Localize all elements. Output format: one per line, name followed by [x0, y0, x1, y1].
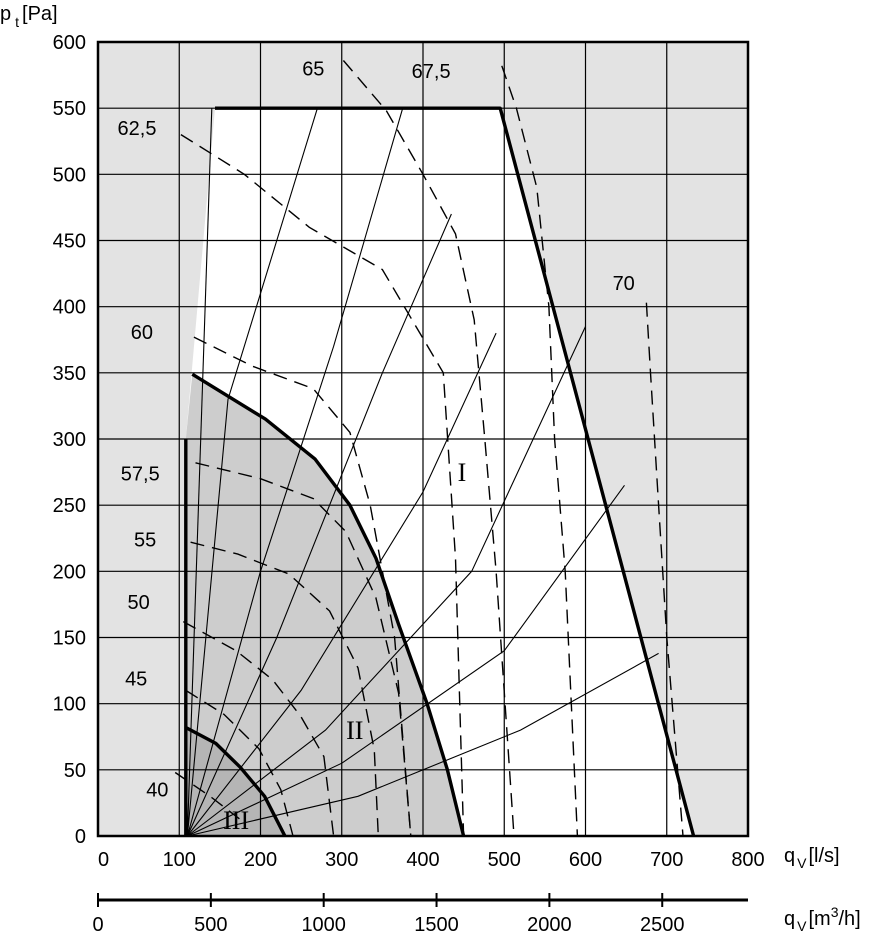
system-curve-sc1: [186, 108, 213, 837]
region-label-i: I: [458, 458, 467, 487]
x-tick-label: 100: [163, 849, 196, 871]
y-tick-label: 350: [53, 363, 86, 385]
y-tick-label: 450: [53, 231, 86, 253]
efficiency-curve-67-5: [501, 65, 579, 837]
y-tick-label: 100: [53, 694, 86, 716]
efficiency-curve-40: [174, 771, 240, 820]
y-tick-label: 550: [53, 98, 86, 120]
system-curve-sc4: [186, 213, 452, 837]
efficiency-label: 62,5: [118, 118, 157, 140]
x2-tick-label: 500: [194, 914, 227, 935]
efficiency-curve-62-5: [180, 134, 465, 837]
efficiency-label: 45: [125, 669, 147, 691]
x-tick-label: 200: [244, 849, 277, 871]
y-tick-label: 50: [64, 760, 86, 782]
y-axis-symbol: p: [0, 3, 11, 25]
x2-axis-unit-exp: 3: [831, 904, 839, 920]
x2-axis-unit-prefix: [m: [808, 908, 830, 930]
efficiency-label: 50: [128, 592, 150, 614]
region-III-envelope: [185, 725, 287, 837]
x2-axis-subscript: V: [797, 918, 807, 934]
x2-tick-label: 0: [92, 914, 103, 935]
plot-frame: [96, 40, 750, 838]
y-tick-label: 400: [53, 297, 86, 319]
region-ii: [185, 374, 464, 836]
x-tick-label: 300: [325, 849, 358, 871]
x-tick-label: 800: [731, 849, 764, 871]
x-tick-label: 700: [650, 849, 683, 871]
efficiency-curve-45: [185, 689, 294, 837]
efficiency-label: 60: [131, 322, 153, 344]
region-label-ii: II: [346, 716, 363, 745]
y-tick-label: 300: [53, 429, 86, 451]
x2-tick-label: 1000: [301, 914, 346, 935]
y-tick-label: 0: [75, 826, 86, 848]
efficiency-curve-55: [190, 541, 379, 837]
x-tick-label: 500: [488, 849, 521, 871]
x-tick-label: 0: [98, 849, 109, 871]
x2-tick-label: 1500: [414, 914, 459, 935]
efficiency-label: 40: [146, 780, 168, 802]
efficiency-curve-65: [342, 60, 515, 837]
efficiency-label: 67,5: [412, 61, 451, 83]
system-curve-sc6: [187, 326, 586, 837]
efficiency-label: 57,5: [121, 463, 160, 485]
x-tick-label: 400: [406, 849, 439, 871]
x2-tick-label: 2500: [640, 914, 685, 935]
system-curve-sc8: [187, 652, 659, 837]
y-axis-unit: [Pa]: [22, 3, 58, 25]
x-axis-symbol: q: [784, 845, 795, 867]
efficiency-curve-60: [193, 336, 412, 837]
system-curve-sc3: [186, 108, 404, 837]
y-tick-label: 600: [53, 32, 86, 54]
region-label-iii: III: [223, 806, 249, 835]
y-tick-label: 500: [53, 164, 86, 186]
region-II-envelope: [191, 372, 466, 837]
system-curve-sc2: [186, 108, 318, 837]
efficiency-label: 65: [302, 58, 324, 80]
efficiency-label: 70: [613, 273, 635, 295]
x2-axis-unit-suffix: /h]: [838, 908, 860, 930]
x2-axis-symbol: q: [784, 908, 795, 930]
efficiency-label: 55: [134, 530, 156, 552]
y-tick-label: 200: [53, 561, 86, 583]
x-tick-label: 600: [569, 849, 602, 871]
x-axis-label: q V [l/s]: [784, 845, 840, 871]
system-curve-sc5: [186, 332, 497, 837]
x2-tick-label: 2000: [527, 914, 572, 935]
x2-axis-label: q V [m3/h]: [784, 904, 861, 934]
y-axis-label: p t [Pa]: [0, 3, 58, 30]
efficiency-curve-50: [182, 620, 335, 837]
x-axis-unit: [l/s]: [808, 845, 839, 867]
region-I-envelope: [215, 106, 696, 837]
x-axis-subscript: V: [797, 855, 807, 871]
y-tick-label: 150: [53, 628, 86, 650]
y-tick-label: 250: [53, 495, 86, 517]
efficiency-curve-70: [645, 302, 684, 837]
y-axis-subscript: t: [15, 14, 19, 30]
